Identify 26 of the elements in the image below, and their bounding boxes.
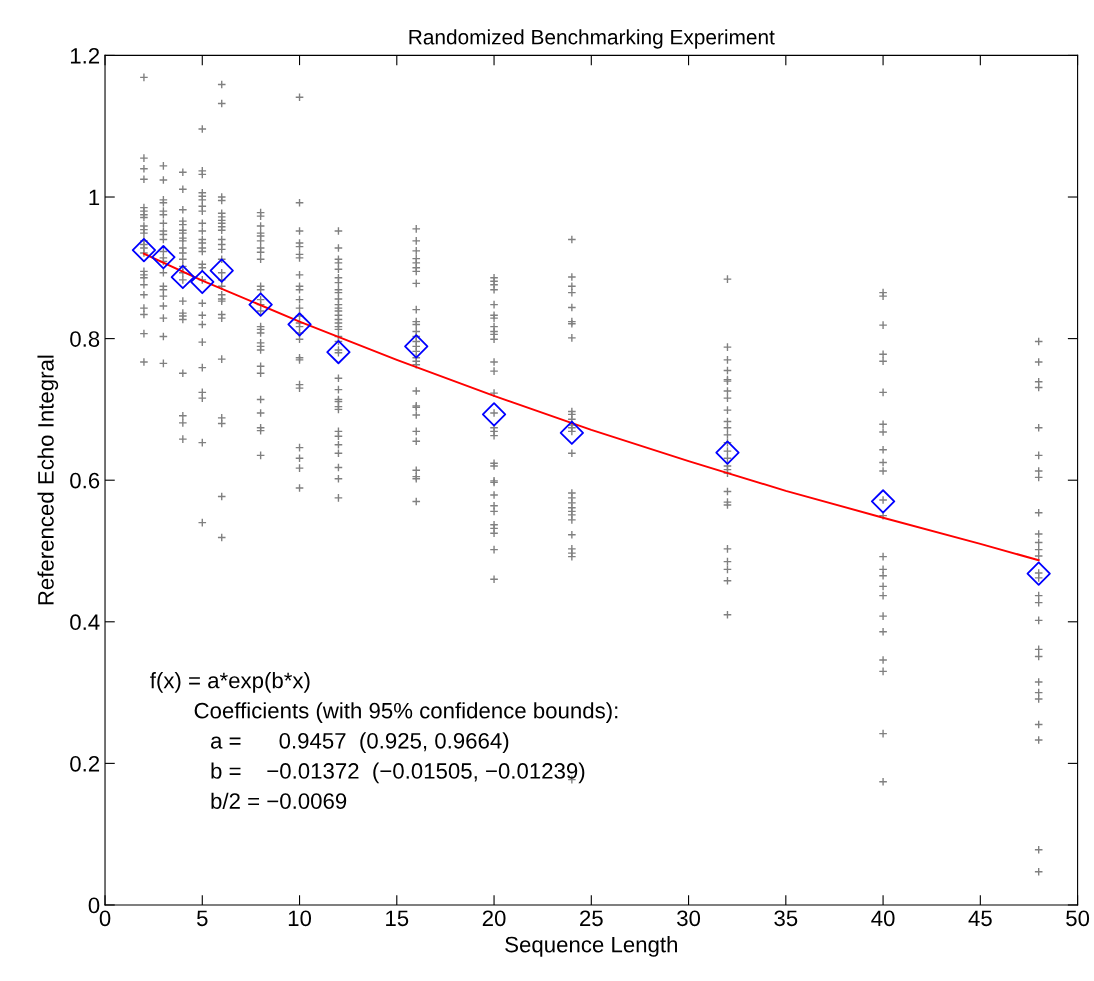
annotation: b/2 = −0.0069	[211, 792, 347, 809]
chart-title: Randomized Benchmarking Experiment	[409, 29, 775, 49]
x-tick-label: 0	[99, 910, 111, 927]
x-tick-label: 35	[774, 910, 798, 927]
y-tick-label: 0.6	[70, 472, 100, 489]
x-tick-label: 20	[482, 910, 506, 927]
x-tick-label: 50	[1066, 910, 1090, 927]
y-tick-label: 0.2	[70, 755, 100, 772]
y-tick-label: 0.4	[70, 614, 100, 631]
x-tick-label: 5	[196, 910, 208, 927]
y-tick-label: 1.2	[70, 47, 100, 64]
x-tick-label: 30	[677, 910, 701, 927]
y-tick-label: 1	[89, 189, 100, 206]
annotation: f(x) = a*exp(b*x)	[150, 672, 310, 693]
y-axis-title: Referenced Echo Integral	[37, 355, 59, 605]
x-tick-label: 45	[968, 910, 992, 927]
annotation: b = −0.01372 (−0.01505, −0.01239)	[211, 762, 585, 784]
x-tick-label: 40	[871, 910, 895, 927]
annotation: a = 0.9457 (0.925, 0.9664)	[211, 732, 509, 754]
annotation: Coefficients (with 95% confidence bounds):	[194, 702, 618, 723]
y-tick-label: 0.8	[70, 331, 100, 347]
x-axis-title: Sequence Length	[505, 936, 677, 957]
y-tick-label: 0	[88, 897, 100, 914]
x-tick-label: 25	[580, 910, 603, 927]
x-tick-label: 10	[288, 910, 312, 927]
x-tick-label: 15	[386, 910, 409, 927]
